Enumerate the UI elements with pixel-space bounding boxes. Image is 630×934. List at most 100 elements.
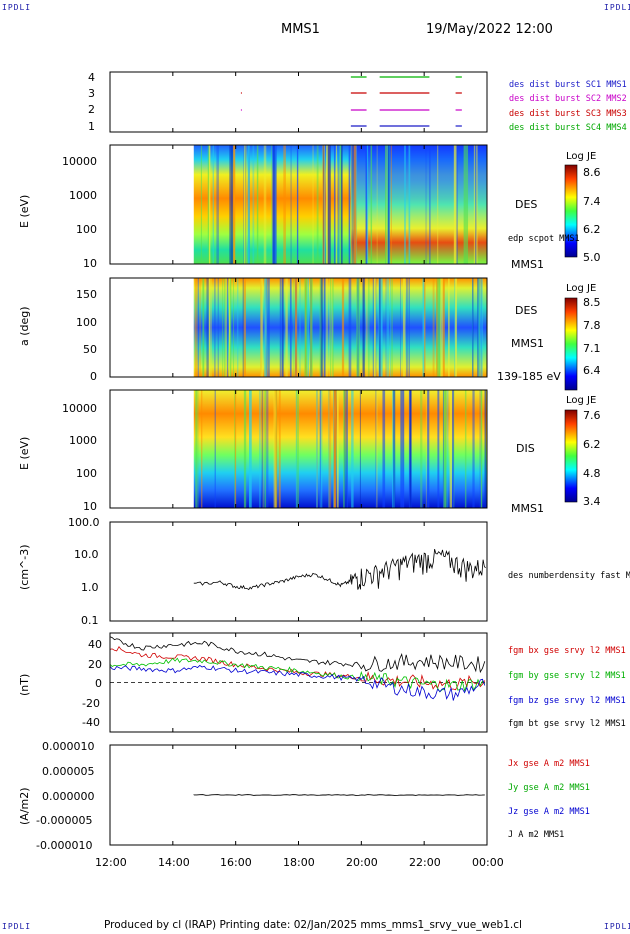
des_pitch_angle-stripe-15 bbox=[442, 278, 445, 377]
des_energy_spectrogram-stripe-51 bbox=[475, 145, 477, 264]
des_pitch_angle-stripe-45 bbox=[385, 278, 387, 377]
des_energy_spectrogram-stripe-28 bbox=[243, 145, 244, 264]
des_pitch_angle-stripe-20 bbox=[210, 278, 212, 377]
des_energy_spectrogram-stripe-8 bbox=[243, 145, 247, 264]
density-legend: des numberdensity fast M bbox=[508, 571, 630, 581]
des_pitch_angle-stripe-54 bbox=[391, 278, 393, 377]
dis_energy_spectrogram-stripe-43 bbox=[295, 390, 297, 508]
des_energy_spectrogram-stripe-15 bbox=[473, 145, 476, 264]
des-energy-ylabel: E (eV) bbox=[18, 194, 31, 228]
dis_energy_spectrogram-stripe-49 bbox=[249, 390, 252, 508]
des-pitch-colorbar-title: Log JE bbox=[566, 283, 597, 294]
dis_energy_spectrogram-stripe-54 bbox=[351, 390, 354, 508]
corner-label-bottom-right: IPDLI bbox=[604, 922, 630, 931]
des-pitch-ytick-50: 50 bbox=[83, 343, 97, 356]
des_pitch_angle-stripe-89 bbox=[478, 278, 480, 377]
dis_energy_spectrogram-stripe-17 bbox=[479, 390, 481, 508]
panel-frame-5 bbox=[109, 521, 488, 622]
des_pitch_angle-stripe-88 bbox=[386, 278, 390, 377]
des_pitch_angle-stripe-12 bbox=[375, 278, 377, 377]
des_energy_spectrogram-stripe-7 bbox=[316, 145, 319, 264]
bfield-legend-by: fgm by gse srvy l2 MMS1 bbox=[508, 671, 626, 681]
des_energy_spectrogram-stripe-56 bbox=[335, 145, 338, 264]
des_pitch_angle-stripe-82 bbox=[389, 278, 391, 377]
dis_energy_spectrogram-stripe-48 bbox=[195, 390, 198, 508]
burst-ytick-1: 1 bbox=[88, 120, 95, 133]
des_energy_spectrogram-stripe-2 bbox=[366, 145, 369, 264]
des_pitch_angle-stripe-5 bbox=[454, 278, 456, 377]
des-pitch-cbtick-1: 7.8 bbox=[583, 319, 601, 332]
dis_energy_spectrogram-stripe-28 bbox=[402, 390, 405, 508]
dis_energy_spectrogram-stripe-1 bbox=[319, 390, 323, 508]
dis_energy_spectrogram-stripe-12 bbox=[400, 390, 403, 508]
density-ytick-10: 10.0 bbox=[74, 548, 99, 561]
des-energy-cbtick-3: 5.0 bbox=[583, 251, 601, 264]
des_pitch_angle-stripe-71 bbox=[380, 278, 383, 377]
dis_energy_spectrogram-stripe-22 bbox=[264, 390, 267, 508]
dis_energy_spectrogram-stripe-58 bbox=[243, 390, 247, 508]
dis_energy_spectrogram-stripe-50 bbox=[214, 390, 216, 508]
des_energy_spectrogram-colorbar bbox=[564, 164, 578, 258]
des-pitch-ytick-100: 100 bbox=[76, 316, 97, 329]
dis_energy_spectrogram-stripe-41 bbox=[328, 390, 330, 508]
des_energy_spectrogram-stripe-23 bbox=[365, 145, 368, 264]
dis-energy-instrument-label: DIS bbox=[516, 442, 535, 455]
des_pitch_angle-stripe-34 bbox=[319, 278, 322, 377]
xtick-2200: 22:00 bbox=[409, 856, 441, 869]
des_pitch_angle-stripe-75 bbox=[480, 278, 482, 377]
des_pitch_angle-stripe-21 bbox=[348, 278, 352, 377]
des_energy_spectrogram-stripe-4 bbox=[390, 145, 392, 264]
des_pitch_angle-stripe-44 bbox=[232, 278, 234, 377]
des_pitch_angle-stripe-56 bbox=[472, 278, 473, 377]
current-legend-jy: Jy gse A m2 MMS1 bbox=[508, 783, 590, 793]
des_pitch_angle-stripe-70 bbox=[266, 278, 269, 377]
dis_energy_spectrogram-stripe-45 bbox=[443, 390, 446, 508]
des_energy_spectrogram-stripe-54 bbox=[437, 145, 439, 264]
des_energy_spectrogram-stripe-14 bbox=[207, 145, 210, 264]
bfield-series-bt bbox=[109, 636, 486, 674]
des_energy_spectrogram-stripe-41 bbox=[387, 145, 390, 264]
dis_energy_spectrogram-stripe-38 bbox=[409, 390, 412, 508]
des_pitch_angle-stripe-26 bbox=[330, 278, 332, 377]
dis_energy_spectrogram-stripe-47 bbox=[328, 390, 332, 508]
des_energy_spectrogram-stripe-58 bbox=[327, 145, 330, 264]
des_energy_spectrogram-stripe-60 bbox=[231, 145, 234, 264]
des_pitch_angle-stripe-68 bbox=[440, 278, 443, 377]
des_energy_spectrogram-stripe-36 bbox=[404, 145, 407, 264]
current-series-j bbox=[193, 794, 485, 796]
des_energy_spectrogram-stripe-42 bbox=[328, 145, 331, 264]
des_energy_spectrogram-stripe-55 bbox=[455, 145, 458, 264]
dis_energy_spectrogram-stripe-39 bbox=[319, 390, 321, 508]
des_pitch_angle-stripe-1 bbox=[436, 278, 439, 377]
des_energy_spectrogram-stripe-63 bbox=[453, 145, 457, 264]
des_energy_spectrogram-stripe-21 bbox=[256, 145, 259, 264]
des_pitch_angle-stripe-74 bbox=[310, 278, 313, 377]
dis_energy_spectrogram-stripe-29 bbox=[393, 390, 396, 508]
des_energy_spectrogram-stripe-59 bbox=[312, 145, 314, 264]
des_energy_spectrogram-stripe-64 bbox=[429, 145, 431, 264]
des_pitch_angle-stripe-19 bbox=[197, 278, 199, 377]
des_energy_spectrogram-stripe-32 bbox=[425, 145, 427, 264]
des_energy_spectrogram-stripe-46 bbox=[385, 145, 387, 264]
dis_energy_spectrogram-stripe-25 bbox=[273, 390, 277, 508]
dis-energy-ytick-10: 10 bbox=[83, 500, 97, 513]
xtick-0000: 00:00 bbox=[472, 856, 504, 869]
des_energy_spectrogram-stripe-12 bbox=[370, 145, 373, 264]
des_energy_spectrogram-stripe-43 bbox=[339, 145, 342, 264]
des_energy_spectrogram-stripe-11 bbox=[263, 145, 267, 264]
des_energy_spectrogram-stripe-52 bbox=[247, 145, 250, 264]
des_energy_spectrogram-stripe-62 bbox=[408, 145, 411, 264]
des-energy-cbtick-2: 6.2 bbox=[583, 223, 601, 236]
dis_energy_spectrogram-stripe-15 bbox=[337, 390, 339, 508]
current-ytick-3: -0.000005 bbox=[36, 814, 93, 827]
des_pitch_angle-stripe-48 bbox=[268, 278, 270, 377]
des_pitch_angle-stripe-23 bbox=[226, 278, 229, 377]
bfield-legend-bt: fgm bt gse srvy l2 MMS1 bbox=[508, 719, 626, 729]
dis_energy_spectrogram-stripe-0 bbox=[316, 390, 318, 508]
des-energy-cbtick-0: 8.6 bbox=[583, 166, 601, 179]
current-legend-jx: Jx gse A m2 MMS1 bbox=[508, 759, 590, 769]
dis_energy_spectrogram-stripe-5 bbox=[392, 390, 395, 508]
des_pitch_angle-stripe-7 bbox=[432, 278, 435, 377]
des_pitch_angle-colorbar bbox=[564, 297, 578, 391]
des-pitch-ytick-150: 150 bbox=[76, 288, 97, 301]
